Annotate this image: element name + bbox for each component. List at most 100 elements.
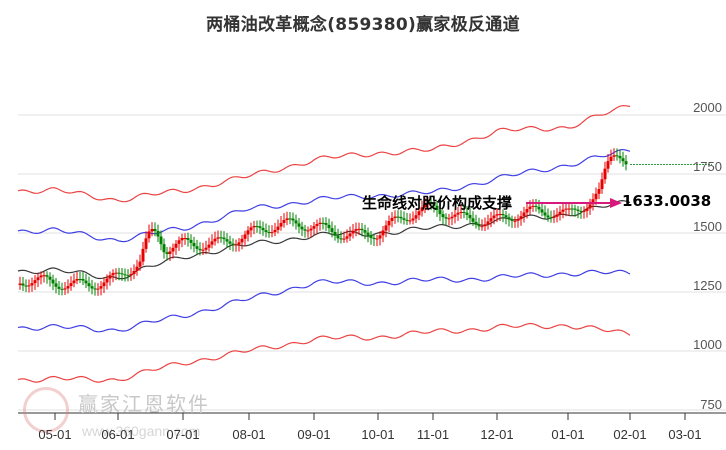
y-tick-label: 1500	[693, 219, 722, 234]
candle-body	[126, 275, 130, 277]
candle-body	[192, 242, 196, 247]
candle-body	[198, 248, 202, 251]
candle-body	[48, 276, 52, 280]
candle-body	[309, 228, 313, 231]
x-tick-label: 01-01	[551, 427, 585, 442]
candle-body	[360, 228, 364, 231]
candle-body	[93, 288, 97, 290]
candle-body	[537, 206, 541, 210]
candle-body	[312, 226, 316, 229]
candle-body	[489, 218, 493, 222]
candle-body	[576, 209, 580, 212]
candle-body	[405, 219, 409, 221]
candle-body	[459, 211, 463, 213]
candle-body	[585, 208, 589, 211]
candle-body	[69, 283, 73, 287]
candle-body	[357, 228, 361, 230]
candle-body	[447, 218, 451, 220]
candle-body	[90, 286, 94, 289]
candle-body	[555, 214, 559, 217]
candle-body	[384, 225, 388, 231]
candle-body	[546, 215, 550, 218]
x-tick-label: 08-01	[232, 427, 266, 442]
candle-body	[99, 286, 103, 289]
candle-body	[303, 229, 307, 231]
candle-body	[207, 244, 211, 248]
candle-body	[468, 214, 472, 219]
upper-blue-band-line	[17, 148, 631, 243]
candle-body	[306, 230, 310, 232]
candle-body	[609, 156, 613, 162]
candle-body	[168, 251, 172, 254]
candle-body	[66, 286, 70, 289]
candle-body	[261, 227, 265, 231]
candle-body	[159, 236, 163, 245]
candle-body	[381, 230, 385, 236]
candle-body	[288, 218, 292, 220]
candle-body	[339, 238, 343, 240]
candle-body	[528, 206, 532, 210]
candle-body	[579, 211, 583, 213]
candle-body	[582, 210, 586, 212]
candle-body	[282, 220, 286, 223]
candle-body	[18, 283, 22, 285]
candle-body	[189, 239, 193, 243]
candle-body	[186, 238, 190, 240]
candle-body	[105, 278, 109, 283]
candle-body	[270, 232, 274, 234]
candle-body	[72, 280, 76, 284]
candle-body	[624, 161, 628, 165]
candle-body	[213, 238, 217, 242]
candle-body	[267, 232, 271, 234]
candle-body	[441, 214, 445, 218]
candle-body	[456, 212, 460, 215]
candle-body	[510, 219, 514, 221]
candle-body	[414, 215, 418, 219]
candle-body	[618, 156, 622, 159]
candle-body	[144, 238, 148, 249]
candle-body	[492, 215, 496, 219]
candle-body	[75, 279, 79, 281]
candle-body	[120, 273, 124, 275]
candle-body	[81, 279, 85, 281]
candle-body	[420, 207, 424, 212]
candle-body	[324, 223, 328, 225]
lower-red-band-line	[17, 322, 631, 383]
candle-body	[327, 224, 331, 229]
candle-body	[411, 218, 415, 221]
candle-body	[588, 204, 592, 209]
candle-body	[351, 230, 355, 234]
candle-body	[216, 237, 220, 239]
candle-body	[453, 214, 457, 217]
candle-body	[63, 288, 67, 290]
candle-body	[156, 230, 160, 237]
candle-body	[258, 226, 262, 228]
y-tick-label: 750	[700, 397, 722, 412]
candle-body	[210, 241, 214, 245]
candle-body	[372, 237, 376, 240]
candle-body	[366, 232, 370, 236]
candle-body	[297, 223, 301, 227]
candle-body	[249, 227, 253, 231]
candle-body	[57, 286, 61, 289]
candle-body	[426, 203, 430, 205]
candle-body	[471, 218, 475, 222]
candle-body	[603, 168, 607, 180]
candle-body	[246, 230, 250, 235]
upper-red-band-line	[17, 104, 631, 203]
candle-body	[114, 272, 118, 274]
candle-body	[183, 238, 187, 240]
candle-body	[285, 218, 289, 221]
watermark-brand: 赢家江恩软件	[78, 392, 210, 416]
candle-body	[564, 208, 568, 210]
candle-body	[234, 244, 238, 246]
candle-body	[396, 216, 400, 218]
candle-body	[39, 275, 43, 278]
x-tick-label: 03-01	[668, 427, 702, 442]
candle-body	[279, 222, 283, 227]
x-tick-label: 06-01	[101, 427, 135, 442]
candle-body	[228, 241, 232, 244]
candle-body	[162, 244, 166, 253]
candle-body	[147, 231, 151, 239]
candle-body	[150, 228, 154, 232]
